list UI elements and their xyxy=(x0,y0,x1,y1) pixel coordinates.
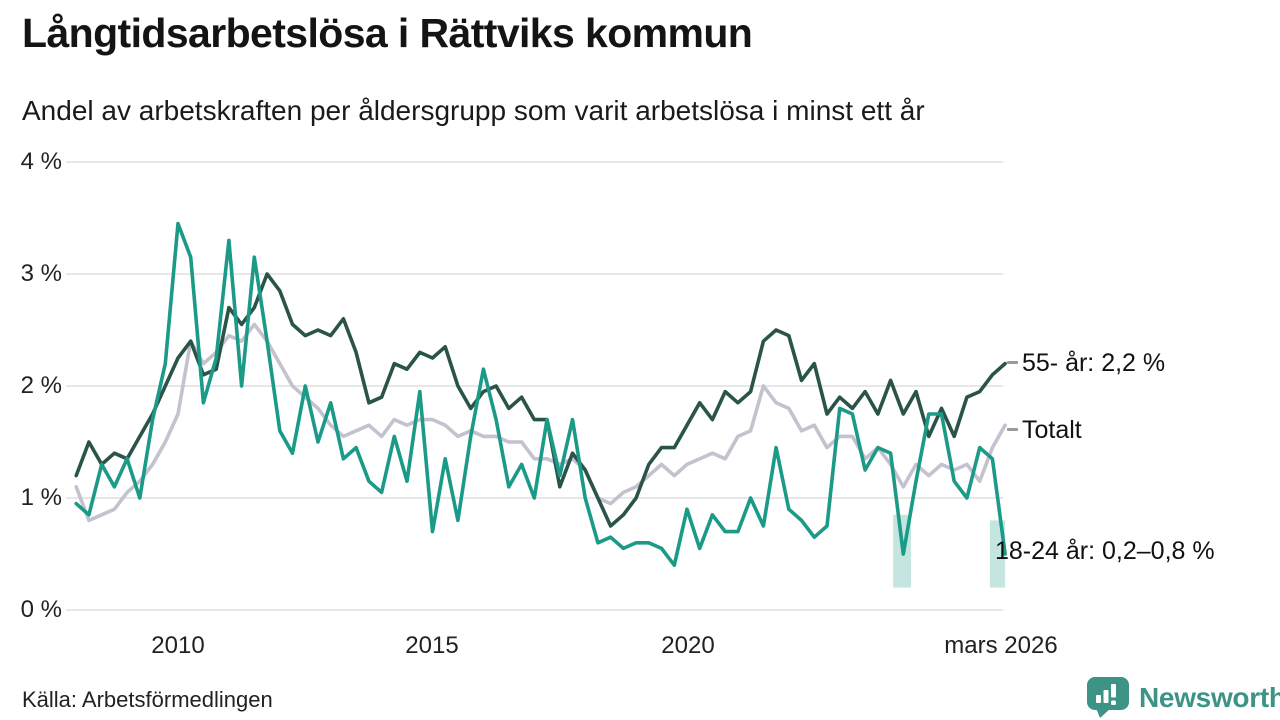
annotation-dash-totalt xyxy=(1007,428,1018,431)
y-axis-label-4: 4 % xyxy=(20,148,62,175)
annotation-dash-55 xyxy=(1007,361,1018,364)
newsworthy-bubble-chart-icon xyxy=(1087,677,1129,718)
y-axis-label-0: 0 % xyxy=(20,596,62,623)
x-axis-label-2020: 2020 xyxy=(661,632,715,659)
series-line-18-24-år xyxy=(74,221,1007,568)
newsworthy-logo: Newsworthy xyxy=(1086,676,1280,719)
x-axis-label-mars-2026: mars 2026 xyxy=(944,632,1058,659)
annotation-label-18-24: 18-24 år: 0,2–0,8 % xyxy=(995,537,1215,565)
series-line-55-år xyxy=(74,272,1007,528)
annotation-label-55: 55- år: 2,2 % xyxy=(1022,349,1166,377)
x-axis-label-2015: 2015 xyxy=(405,632,459,659)
chart-subtitle: Andel av arbetskraften per åldersgrupp s… xyxy=(22,95,925,126)
source-credit: Källa: Arbetsförmedlingen xyxy=(22,687,273,712)
annotation-label-totalt: Totalt xyxy=(1022,416,1082,444)
newsworthy-wordmark: Newsworthy xyxy=(1139,681,1280,713)
y-axis-label-1: 1 % xyxy=(20,484,62,511)
y-axis-label-2: 2 % xyxy=(20,372,62,399)
x-axis-label-2010: 2010 xyxy=(151,632,205,659)
page-title: Långtidsarbetslösa i Rättviks kommun xyxy=(22,10,753,56)
y-axis-label-3: 3 % xyxy=(20,260,62,287)
